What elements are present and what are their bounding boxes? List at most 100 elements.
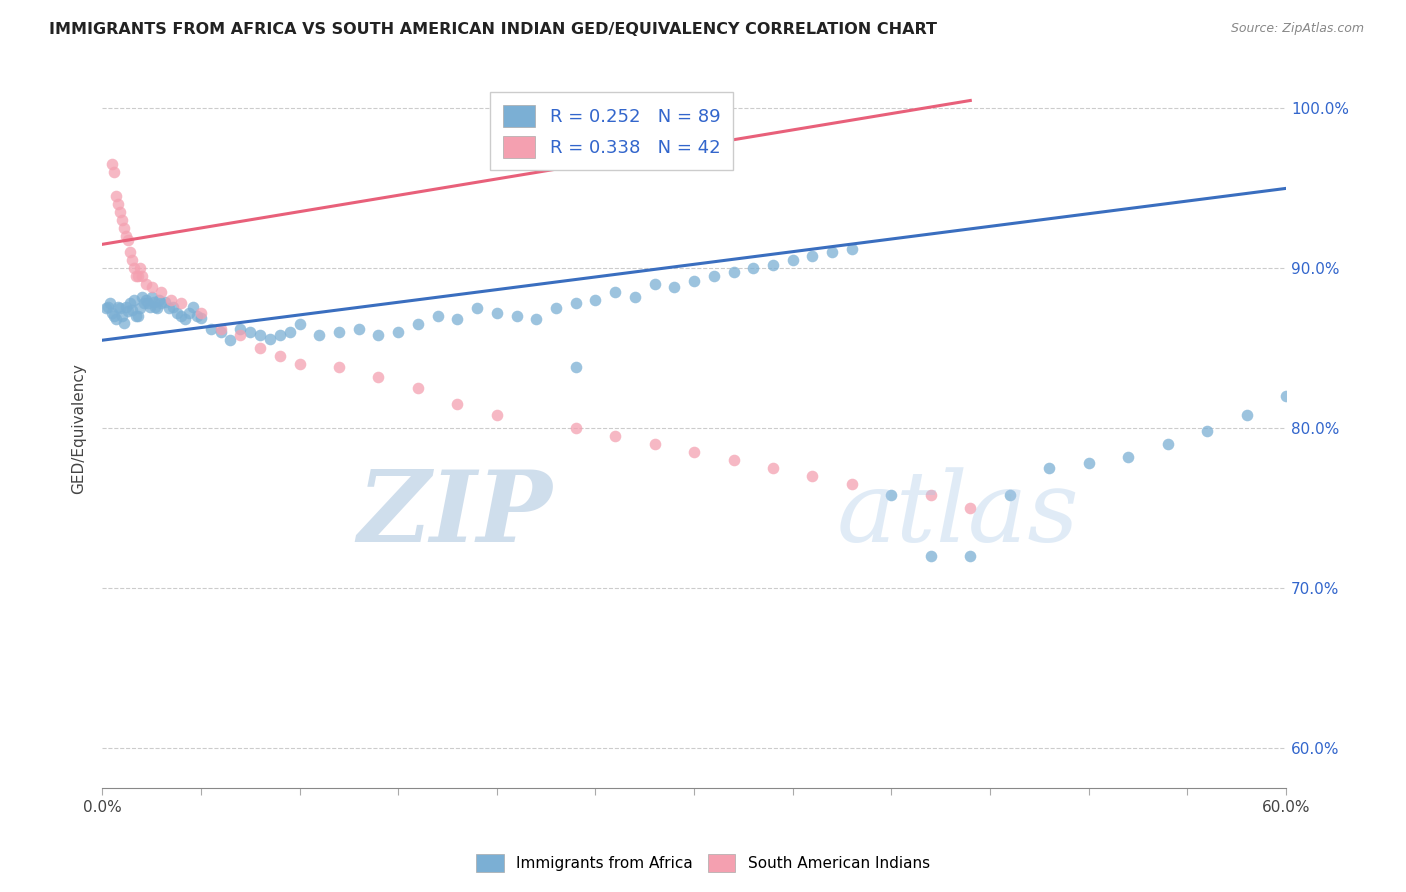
Point bbox=[103, 310, 125, 324]
Point bbox=[465, 301, 488, 316]
Point bbox=[170, 296, 193, 310]
Point bbox=[107, 300, 129, 314]
Point bbox=[107, 197, 129, 211]
Point bbox=[155, 294, 177, 309]
Point bbox=[683, 445, 706, 459]
Point bbox=[115, 300, 138, 314]
Point bbox=[146, 301, 169, 316]
Point bbox=[97, 300, 120, 314]
Point bbox=[605, 429, 627, 443]
Point bbox=[426, 310, 449, 324]
Point bbox=[387, 325, 409, 339]
Point bbox=[1116, 450, 1139, 464]
Point bbox=[96, 301, 118, 316]
Point bbox=[583, 293, 606, 308]
Text: IMMIGRANTS FROM AFRICA VS SOUTH AMERICAN INDIAN GED/EQUIVALENCY CORRELATION CHAR: IMMIGRANTS FROM AFRICA VS SOUTH AMERICAN… bbox=[49, 22, 938, 37]
Point bbox=[801, 469, 824, 483]
Point bbox=[190, 306, 212, 320]
Point bbox=[259, 332, 281, 346]
Point bbox=[122, 261, 145, 276]
Point bbox=[406, 318, 429, 332]
Point bbox=[278, 325, 301, 339]
Point bbox=[128, 301, 150, 316]
Point bbox=[118, 296, 141, 310]
Legend: Immigrants from Africa, South American Indians: Immigrants from Africa, South American I… bbox=[468, 846, 938, 880]
Point bbox=[209, 322, 232, 336]
Point bbox=[239, 325, 262, 339]
Point bbox=[288, 318, 311, 332]
Point bbox=[181, 300, 204, 314]
Point bbox=[131, 269, 153, 284]
Point bbox=[166, 306, 188, 320]
Text: atlas: atlas bbox=[837, 467, 1078, 562]
Point bbox=[564, 296, 586, 310]
Point bbox=[117, 304, 139, 318]
Point bbox=[723, 264, 745, 278]
Point bbox=[117, 233, 139, 247]
Point bbox=[138, 300, 160, 314]
Point bbox=[174, 312, 197, 326]
Text: Source: ZipAtlas.com: Source: ZipAtlas.com bbox=[1230, 22, 1364, 36]
Point bbox=[821, 245, 844, 260]
Point bbox=[742, 261, 765, 276]
Point bbox=[105, 189, 128, 203]
Point bbox=[127, 269, 149, 284]
Point bbox=[162, 300, 184, 314]
Point bbox=[177, 306, 200, 320]
Point bbox=[118, 245, 141, 260]
Point bbox=[141, 290, 163, 304]
Point bbox=[229, 322, 252, 336]
Point bbox=[841, 477, 863, 491]
Point bbox=[762, 258, 785, 272]
Point bbox=[998, 488, 1021, 502]
Point bbox=[108, 205, 131, 219]
Point bbox=[1195, 425, 1218, 439]
Point bbox=[605, 285, 627, 300]
Point bbox=[288, 357, 311, 371]
Point bbox=[128, 261, 150, 276]
Point bbox=[446, 397, 468, 411]
Point bbox=[125, 310, 148, 324]
Point bbox=[125, 269, 148, 284]
Point bbox=[127, 310, 149, 324]
Point bbox=[1077, 456, 1099, 470]
Legend: R = 0.252   N = 89, R = 0.338   N = 42: R = 0.252 N = 89, R = 0.338 N = 42 bbox=[491, 92, 733, 170]
Point bbox=[145, 300, 167, 314]
Point bbox=[170, 310, 193, 324]
Point bbox=[703, 269, 725, 284]
Point bbox=[111, 310, 134, 324]
Point bbox=[122, 293, 145, 308]
Point bbox=[880, 488, 903, 502]
Point bbox=[112, 221, 135, 235]
Point bbox=[347, 322, 370, 336]
Point bbox=[920, 488, 942, 502]
Point bbox=[135, 277, 157, 292]
Point bbox=[841, 242, 863, 256]
Point bbox=[101, 157, 124, 171]
Point bbox=[135, 293, 157, 308]
Point bbox=[505, 310, 527, 324]
Point bbox=[801, 248, 824, 262]
Point bbox=[762, 461, 785, 475]
Point bbox=[485, 409, 508, 423]
Point bbox=[150, 285, 173, 300]
Point bbox=[782, 253, 804, 268]
Point bbox=[249, 328, 271, 343]
Point bbox=[190, 310, 212, 325]
Point bbox=[249, 341, 271, 355]
Point bbox=[959, 549, 981, 563]
Point bbox=[103, 165, 125, 179]
Point bbox=[1275, 389, 1298, 403]
Point bbox=[524, 312, 547, 326]
Point bbox=[121, 302, 143, 317]
Point bbox=[328, 325, 350, 339]
Point bbox=[1236, 409, 1258, 423]
Point bbox=[564, 360, 586, 375]
Point bbox=[959, 501, 981, 516]
Point bbox=[723, 453, 745, 467]
Point bbox=[136, 296, 159, 310]
Point bbox=[112, 316, 135, 330]
Point bbox=[683, 274, 706, 288]
Point bbox=[564, 421, 586, 435]
Point bbox=[132, 296, 155, 310]
